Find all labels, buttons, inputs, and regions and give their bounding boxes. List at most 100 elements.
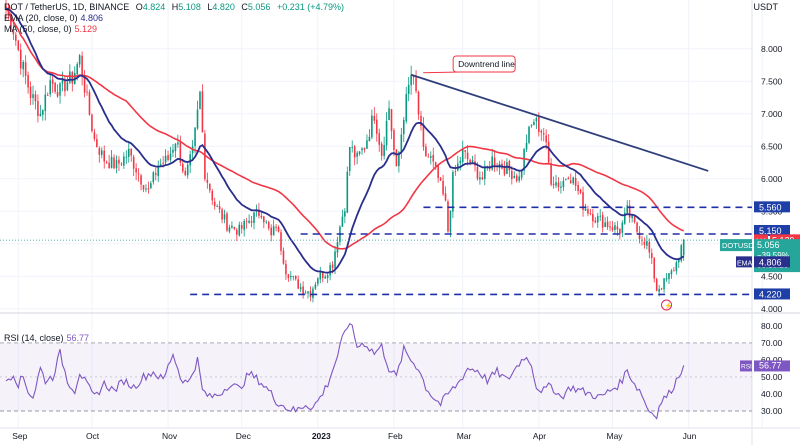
close-value: 5.056 xyxy=(247,2,271,12)
candle-body xyxy=(236,229,238,235)
candle-body xyxy=(356,152,358,157)
candle-body xyxy=(221,209,223,220)
downtrend-label: Downtrend line xyxy=(458,59,515,69)
rsi-value: 56.77 xyxy=(66,333,90,343)
rsi-tick-label: 30.00 xyxy=(761,406,783,416)
candle-body xyxy=(390,109,393,131)
candle-body xyxy=(592,213,594,222)
candle-body xyxy=(655,279,658,291)
candle-body xyxy=(231,225,233,228)
candle-body xyxy=(648,241,651,253)
candle-body xyxy=(508,161,511,171)
candle-body xyxy=(422,124,425,147)
candle-body xyxy=(179,142,182,163)
level-tag-text: 4.220 xyxy=(759,289,782,299)
low-value: 4.820 xyxy=(212,2,235,12)
candle-body xyxy=(538,116,540,132)
candle-body xyxy=(506,162,508,174)
candle-body xyxy=(596,216,599,223)
rsi-tag-text: 56.77 xyxy=(759,360,782,370)
candle-body xyxy=(405,93,408,122)
candle-body xyxy=(466,152,469,160)
candle-body xyxy=(282,250,285,264)
candle-body xyxy=(42,110,44,115)
change-value: +0.231 (+4.79%) xyxy=(276,2,345,12)
candle-body xyxy=(19,49,22,69)
candle-body xyxy=(663,278,665,290)
currency-label: USDT xyxy=(753,2,779,12)
candle-body xyxy=(351,146,354,148)
candle-body xyxy=(459,160,462,164)
candle-body xyxy=(130,148,133,156)
candle-body xyxy=(614,225,616,230)
candle-body xyxy=(86,91,88,93)
candle-body xyxy=(385,120,388,146)
candle-body xyxy=(17,40,20,50)
candle-body xyxy=(44,94,47,112)
time-tick-label: Jun xyxy=(683,431,697,441)
candle-body xyxy=(447,201,449,232)
candle-body xyxy=(331,264,334,268)
candle-body xyxy=(39,113,42,117)
candle-body xyxy=(69,71,71,83)
candle-body xyxy=(258,209,260,216)
candle-body xyxy=(336,242,339,253)
ema-legend[interactable]: EMA (20, close, 0) 4.806 xyxy=(4,13,103,24)
candle-body xyxy=(675,262,678,272)
downtrend-line xyxy=(410,73,709,172)
candle-body xyxy=(71,72,74,84)
candle-body xyxy=(110,156,113,168)
high-key: H xyxy=(171,2,179,12)
candle-body xyxy=(454,171,457,173)
candle-body xyxy=(240,225,243,229)
candle-body xyxy=(98,148,101,155)
time-tick-label: Oct xyxy=(86,431,100,441)
candle-body xyxy=(317,278,319,284)
candle-body xyxy=(280,232,282,251)
candle-body xyxy=(108,162,110,169)
candle-body xyxy=(542,133,545,135)
candle-body xyxy=(287,274,290,279)
candle-body xyxy=(250,220,253,223)
candle-body xyxy=(434,162,437,167)
candle-body xyxy=(297,279,299,289)
candle-body xyxy=(137,173,140,175)
candle-body xyxy=(209,183,211,191)
candle-body xyxy=(15,34,17,41)
candle-body xyxy=(623,212,626,224)
rsi-tag-bg xyxy=(754,360,790,372)
candle-body xyxy=(312,288,314,298)
candle-body xyxy=(147,188,150,190)
candle-body xyxy=(181,163,184,172)
candle-body xyxy=(631,215,633,218)
rsi-legend[interactable]: RSI (14, close) 56.77 xyxy=(4,333,89,344)
ma-legend[interactable]: MA (50, close, 0) 5.129 xyxy=(4,24,97,35)
symbol-title: DOT / TetherUS, 1D, BINANCE xyxy=(4,2,130,12)
candle-body xyxy=(525,142,528,150)
candle-body xyxy=(493,157,496,166)
candle-body xyxy=(400,134,403,153)
candle-body xyxy=(668,273,670,280)
candle-body xyxy=(393,130,395,150)
candle-body xyxy=(10,13,12,31)
candle-body xyxy=(380,143,383,156)
level-tag-text: 5.150 xyxy=(759,226,782,236)
candle-body xyxy=(417,91,420,115)
candle-body xyxy=(604,222,606,227)
candle-body xyxy=(22,61,24,70)
candle-body xyxy=(633,216,636,223)
price-tick-label: 6.500 xyxy=(761,141,783,151)
candle-body xyxy=(329,265,331,276)
candle-body xyxy=(511,170,513,180)
ma-label: MA (50, close, 0) xyxy=(4,24,72,34)
price-tick-label: 4.500 xyxy=(761,271,783,281)
candle-body xyxy=(113,157,115,169)
candle-body xyxy=(626,205,629,213)
candle-body xyxy=(100,150,103,155)
candle-body xyxy=(621,222,624,233)
candle-body xyxy=(272,226,275,236)
candle-body xyxy=(383,145,385,156)
candle-body xyxy=(344,211,346,217)
candle-body xyxy=(628,205,631,218)
